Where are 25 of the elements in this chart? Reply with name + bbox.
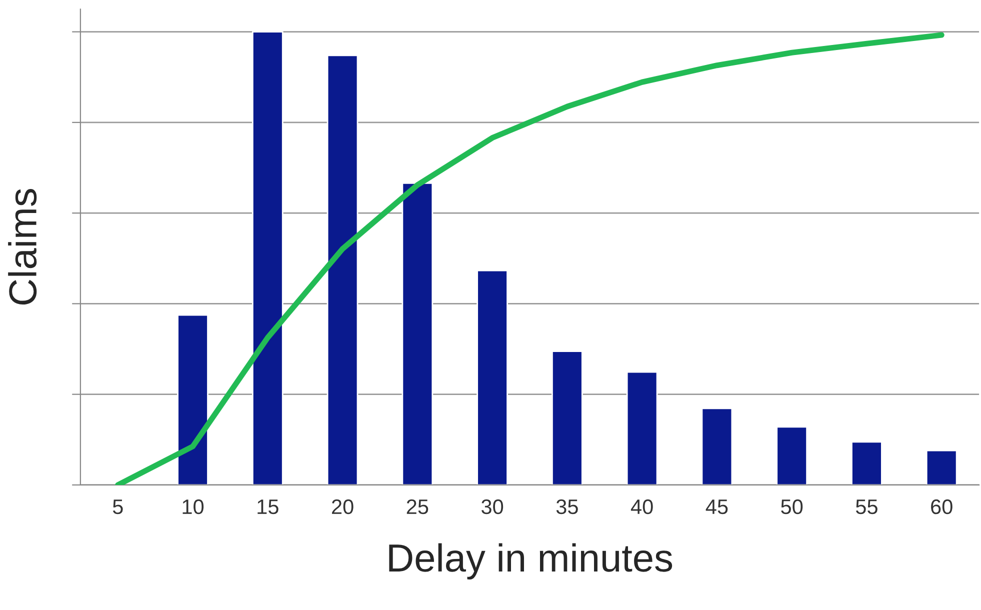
x-tick-label: 35 xyxy=(556,499,578,514)
bar xyxy=(552,350,583,485)
x-tick-label: 30 xyxy=(482,499,504,514)
bar xyxy=(851,441,882,485)
bar xyxy=(701,408,733,485)
bar xyxy=(326,54,358,485)
x-tick-label: 50 xyxy=(781,499,803,514)
x-axis-title: Delay in minutes xyxy=(389,543,672,580)
bar xyxy=(926,450,958,485)
x-tick-label: 15 xyxy=(258,500,278,514)
bar xyxy=(476,270,508,485)
bar xyxy=(177,314,208,485)
x-tick-label: 55 xyxy=(856,500,878,514)
x-tick-label: 60 xyxy=(931,499,952,514)
bar xyxy=(252,31,284,485)
x-tick-label: 40 xyxy=(630,499,653,514)
bar xyxy=(776,426,808,485)
x-tick-label: 45 xyxy=(706,500,728,514)
x-tick-label: 25 xyxy=(406,499,428,514)
bar xyxy=(626,371,658,485)
y-axis-title: Claims xyxy=(8,189,37,304)
x-tick-label: 20 xyxy=(332,499,354,514)
x-tick-label: 5 xyxy=(112,500,123,514)
bar xyxy=(402,182,434,485)
x-tick-label: 10 xyxy=(182,499,204,514)
